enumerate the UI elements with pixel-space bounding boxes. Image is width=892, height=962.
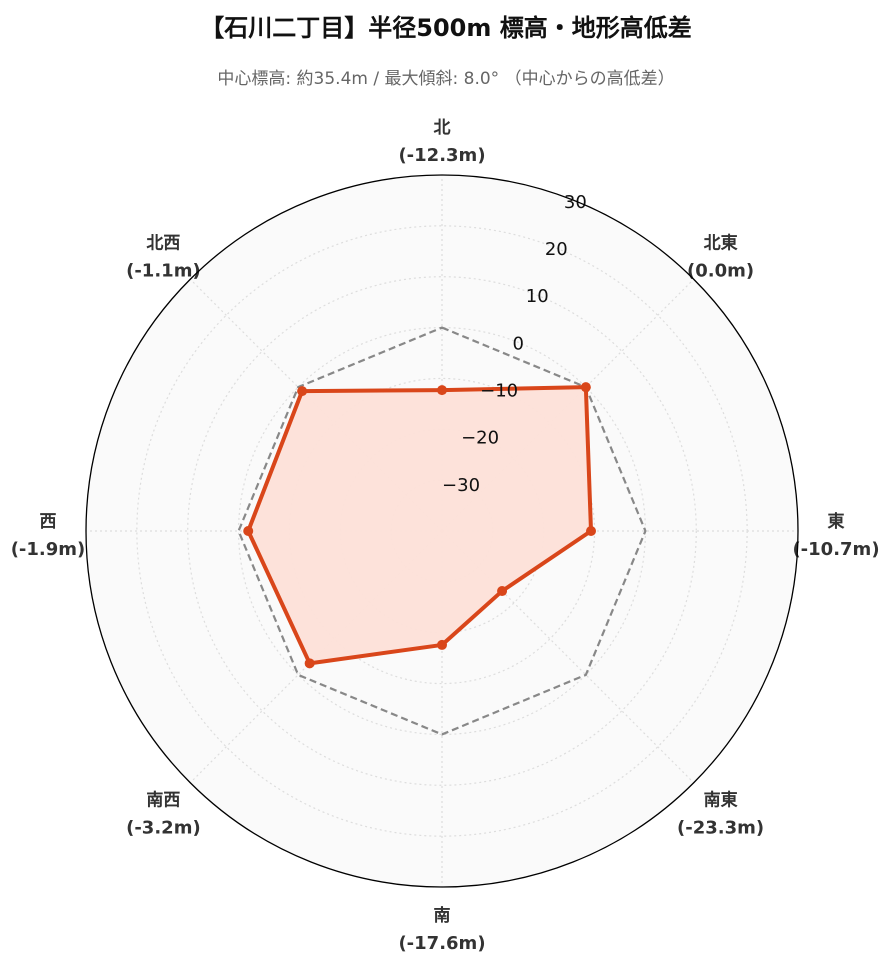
grid-spoke [189, 278, 443, 532]
data-point [243, 526, 254, 536]
grid-spoke [441, 530, 695, 784]
direction-name-label: 北東 [704, 232, 738, 253]
plot-border [85, 174, 799, 888]
direction-name-label: 東 [828, 511, 845, 532]
direction-name-label: 南 [434, 905, 451, 926]
grid-layer [86, 175, 798, 887]
direction-value-label: (-10.7m) [792, 539, 879, 560]
data-point [437, 385, 447, 396]
chart-title: 【石川二丁目】半径500m 標高・地形高低差 [200, 14, 692, 42]
data-point [580, 382, 591, 393]
radial-tick-label: −10 [480, 381, 518, 402]
direction-value-label: (-17.6m) [398, 933, 485, 954]
direction-value-label: (-3.2m) [126, 818, 201, 839]
grid-spoke [441, 278, 695, 532]
direction-name-label: 南東 [704, 790, 738, 811]
direction-value-label: (0.0m) [687, 260, 754, 281]
data-point [297, 386, 308, 397]
data-point [304, 658, 315, 669]
direction-value-label: (-1.9m) [11, 539, 86, 560]
direction-labels: 北 (-12.3m) 北東 (0.0m) 東 (-10.7m) 南東 (-23.3m) 南 (-1… [11, 118, 880, 954]
grid-circle [187, 276, 697, 786]
radial-tick-label: 30 [564, 192, 587, 213]
chart-subtitle: 中心標高: 約35.4m / 最大傾斜: 8.0° （中心からの高低差） [217, 69, 675, 89]
direction-value-label: (-12.3m) [398, 145, 485, 166]
data-point [497, 586, 508, 597]
reference-zero-polygon [237, 326, 647, 736]
radial-tick-label: 20 [545, 239, 568, 260]
direction-name-label: 南西 [146, 790, 180, 811]
data-point [586, 526, 597, 536]
radial-tick-labels: −30 −20 −10 0 10 20 30 [442, 192, 587, 496]
radial-tick-label: −20 [461, 428, 499, 449]
direction-value-label: (-1.1m) [126, 260, 201, 281]
radial-tick-label: 0 [512, 333, 523, 354]
radial-tick-label: 10 [526, 286, 549, 307]
direction-value-label: (-23.3m) [677, 818, 764, 839]
grid-spoke [189, 530, 443, 784]
direction-name-label: 北西 [146, 233, 180, 253]
direction-name-label: 北 [434, 118, 451, 138]
series-points [243, 382, 597, 669]
direction-name-label: 西 [40, 512, 57, 532]
radial-tick-label: −30 [442, 475, 480, 496]
data-point [437, 639, 447, 650]
